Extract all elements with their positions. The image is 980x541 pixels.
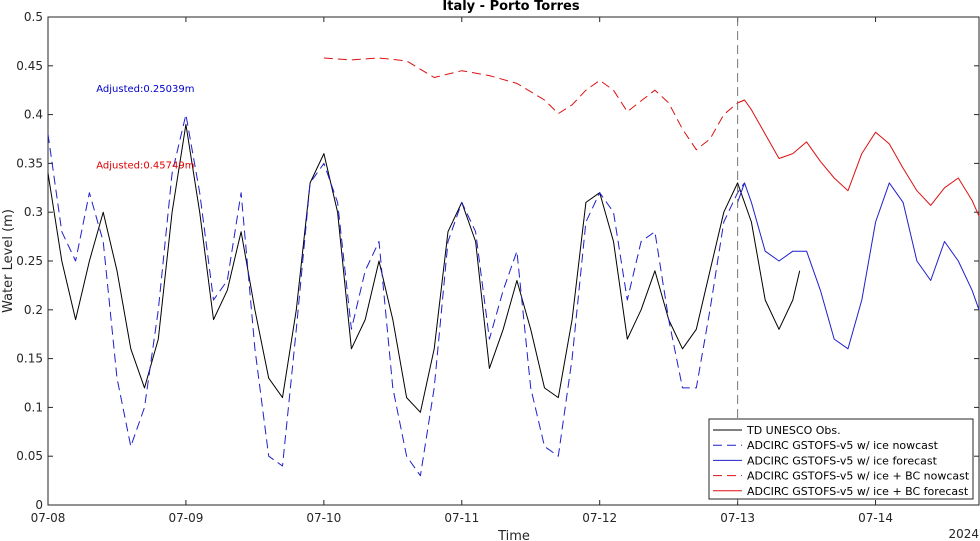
y-axis-label: Water Level (m) [1, 209, 16, 313]
legend-items: TD UNESCO Obs. ADCIRC GSTOFS-v5 w/ ice no… [713, 424, 970, 498]
y-tick-label: 0.4 [24, 108, 43, 122]
y-tick-label: 0.2 [24, 303, 43, 317]
y-tick-label: 0.1 [24, 400, 43, 414]
y-tick-label: 0.5 [24, 10, 43, 24]
x-axis-label: Time [497, 529, 530, 541]
y-tick-label: 0.3 [24, 205, 43, 219]
x-tick-label: 07-09 [168, 511, 203, 525]
legend-entry: ADCIRC GSTOFS-v5 w/ ice nowcast [747, 439, 939, 452]
series-layer [47, 57, 980, 477]
annotation-label: Adjusted:0.45749m [96, 160, 194, 171]
x-tick-label: 07-11 [444, 511, 479, 525]
series-line-2 [737, 182, 980, 350]
series-line-3 [323, 57, 745, 151]
x-tick-label: 07-10 [306, 511, 341, 525]
chart-title: Italy - Porto Torres [442, 0, 579, 14]
x-tick-label: 07-14 [858, 511, 893, 525]
y-tick-label: 0.05 [16, 449, 43, 463]
legend: TD UNESCO Obs. ADCIRC GSTOFS-v5 w/ ice no… [708, 418, 974, 500]
legend-entry: TD UNESCO Obs. [746, 424, 841, 437]
y-tick-label: 0 [35, 498, 43, 512]
annotation-layer: Adjusted:0.25039m Adjusted:0.45749m [96, 84, 194, 171]
x-tick-label: 07-08 [31, 511, 66, 525]
annotation-label: Adjusted:0.25039m [96, 84, 194, 95]
x-tick-label: 07-12 [582, 511, 617, 525]
y-tick-label: 0.25 [16, 254, 43, 268]
y-tick-label: 0.35 [16, 156, 43, 170]
year-label: 2024 [948, 527, 979, 541]
series-line-0 [47, 123, 801, 413]
y-tick-label: 0.15 [16, 352, 43, 366]
legend-entry: ADCIRC GSTOFS-v5 w/ ice + BC nowcast [747, 470, 970, 483]
ticks-layer: 0 0.05 0.1 0.15 0.2 0.25 0.3 0.35 0.4 0.45 0.5 07-0… [16, 10, 979, 525]
legend-box [708, 418, 974, 500]
x-tick-label: 07-13 [720, 511, 755, 525]
series-line-1 [47, 114, 745, 477]
y-tick-label: 0.45 [16, 59, 43, 73]
legend-entry: ADCIRC GSTOFS-v5 w/ ice forecast [747, 454, 938, 467]
legend-entry: ADCIRC GSTOFS-v5 w/ ice + BC forecast [747, 485, 969, 498]
series-line-4 [737, 99, 980, 217]
